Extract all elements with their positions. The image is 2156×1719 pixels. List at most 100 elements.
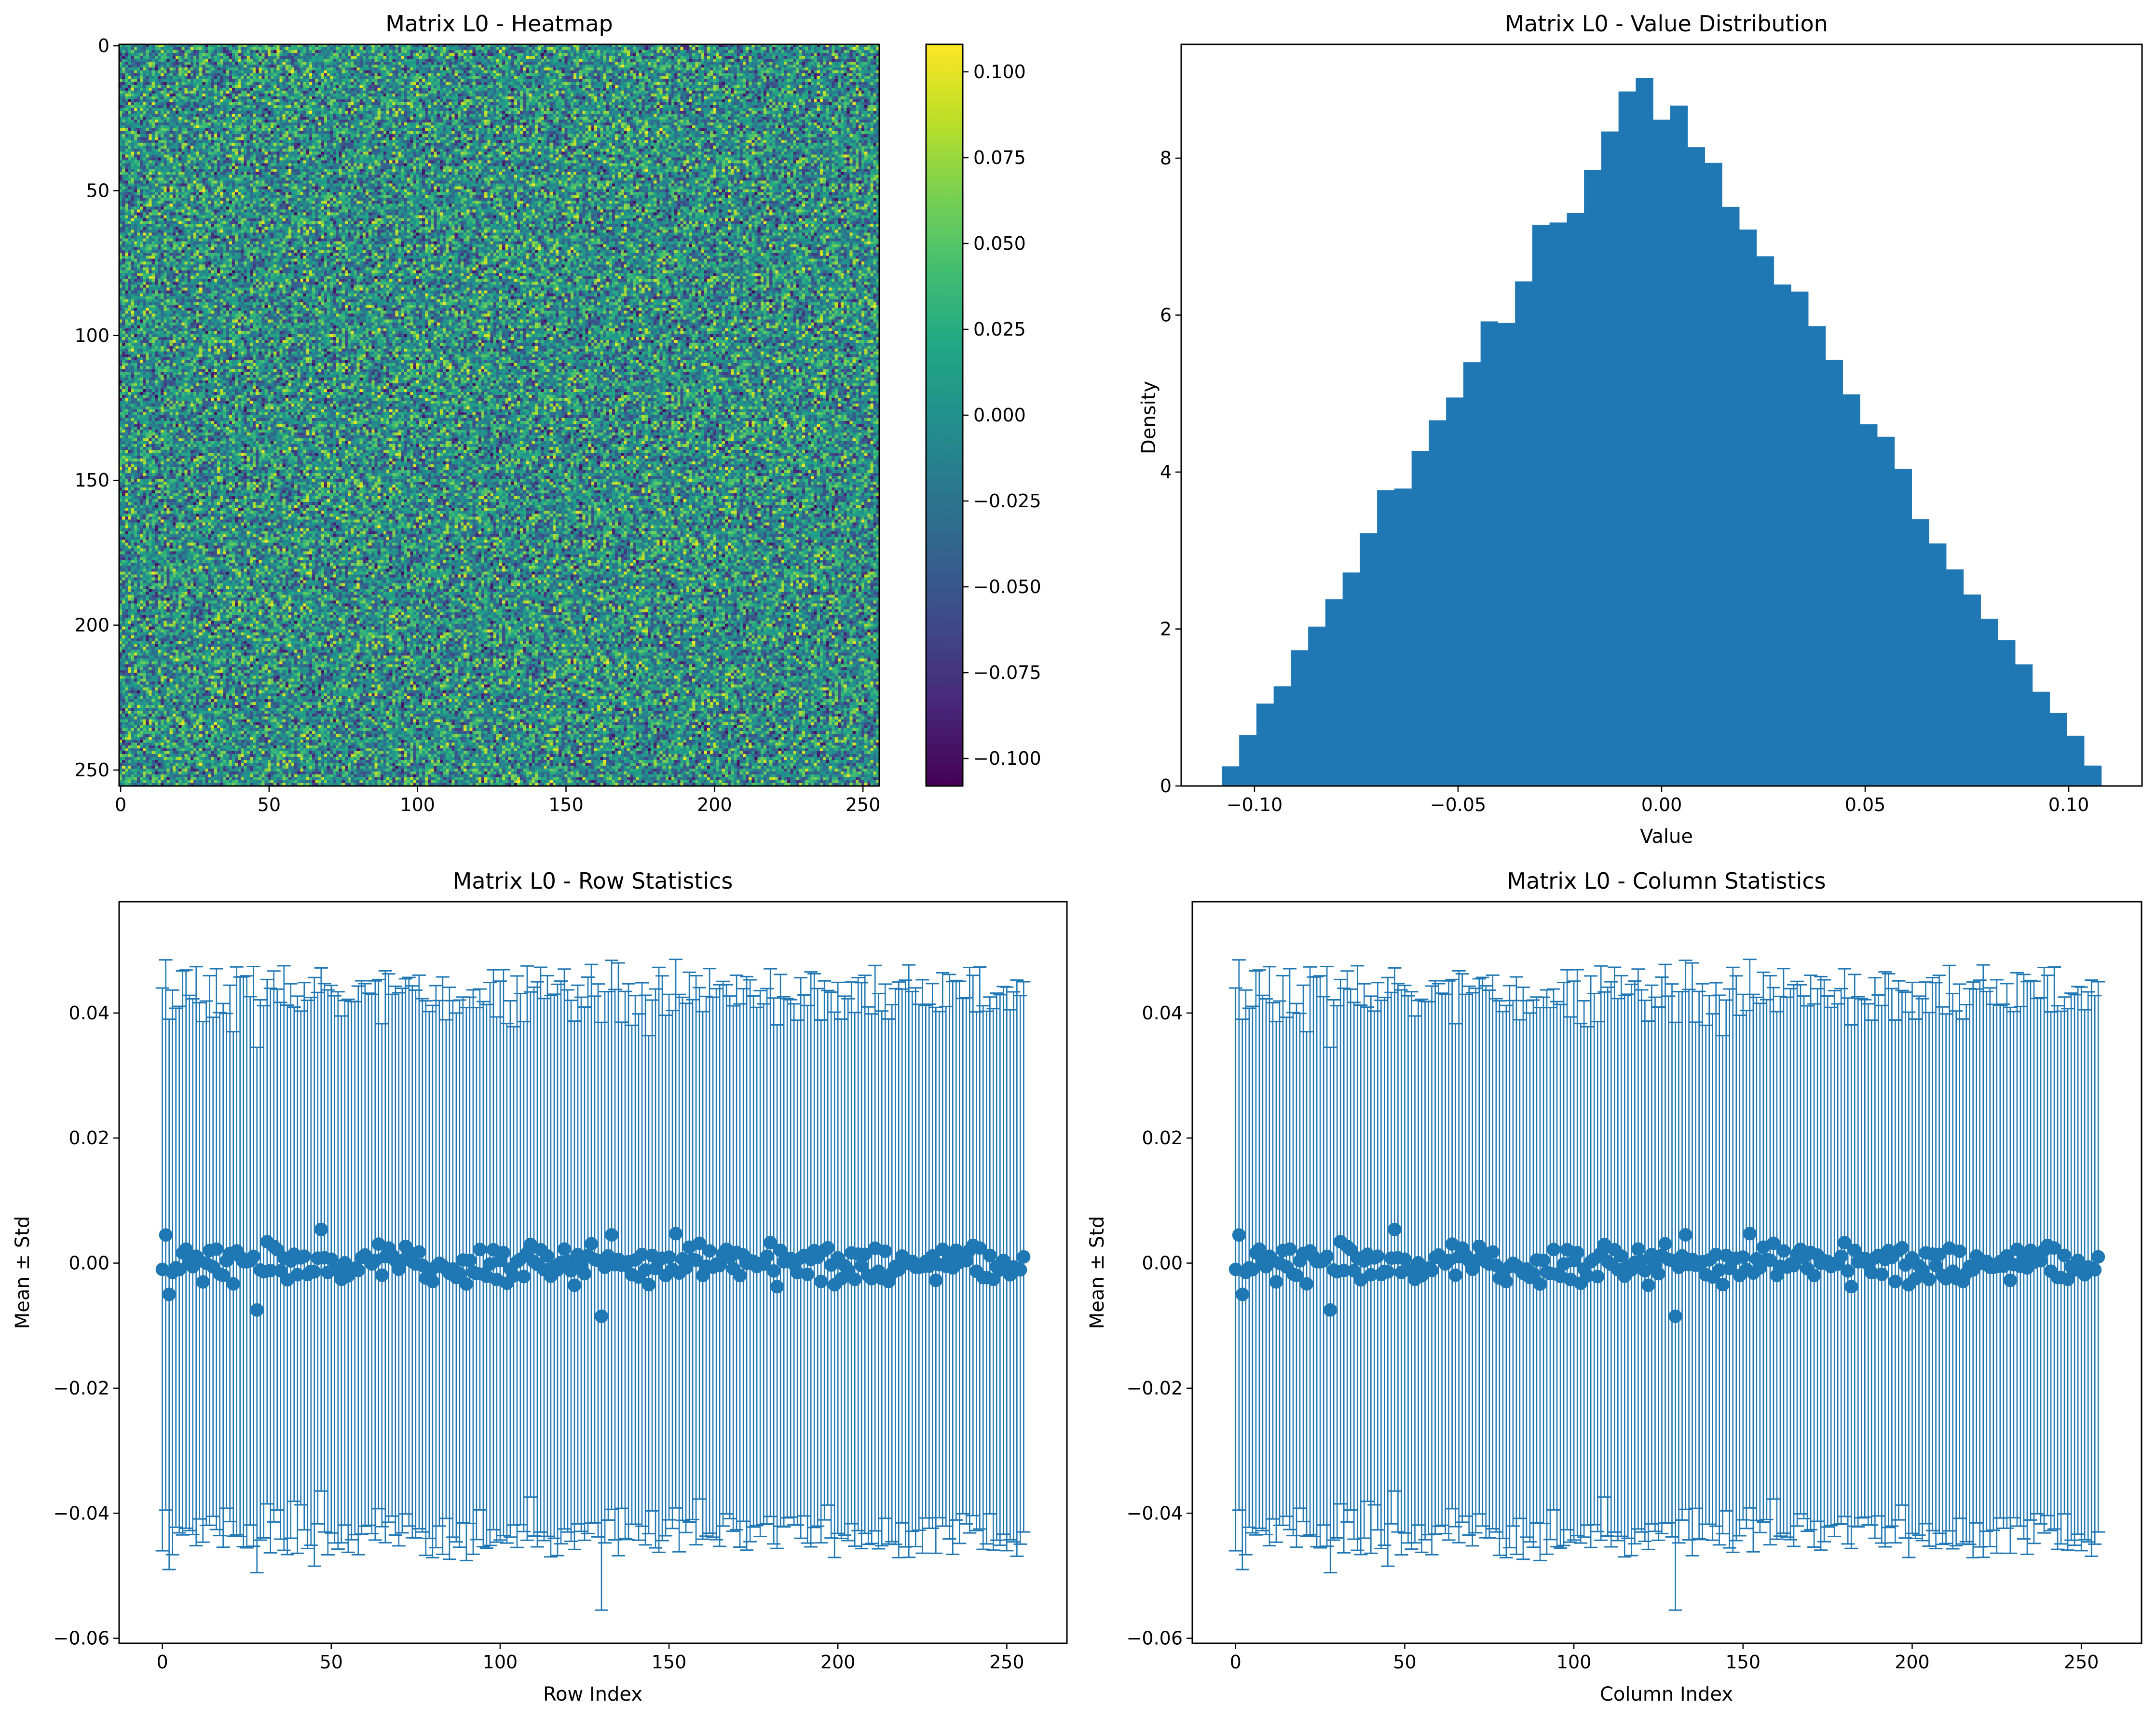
row-stats-mean-point <box>577 1267 591 1281</box>
row-stats-y-tick-label: −0.06 <box>54 1628 109 1649</box>
colorbar-tick-label: −0.050 <box>973 576 1041 597</box>
row-stats-mean-point <box>878 1244 892 1258</box>
col-stats-x-label: Column Index <box>1600 1683 1733 1705</box>
histogram-bar <box>1808 326 1826 786</box>
colorbar-tick-label: −0.075 <box>973 662 1041 683</box>
row-stats-mean-point <box>635 1247 649 1261</box>
col-stats-mean-point <box>1875 1267 1889 1281</box>
row-stats-title: Matrix L0 - Row Statistics <box>453 868 733 894</box>
colorbar-tick-label: −0.025 <box>973 490 1041 512</box>
col-stats-mean-point <box>1448 1268 1462 1282</box>
col-stats-mean-point <box>1245 1262 1259 1276</box>
row-stats-mean-point <box>564 1264 578 1278</box>
histogram-bar <box>1687 147 1705 786</box>
col-stats-mean-point <box>1929 1259 1943 1272</box>
row-stats-mean-point <box>669 1227 683 1241</box>
colorbar-ticks: −0.100 −0.075 −0.050 −0.025 0.000 0.025 0.050 0… <box>963 61 1041 769</box>
heatmap-x-tick-label: 50 <box>258 794 281 815</box>
row-stats-mean-point <box>459 1277 473 1291</box>
col-stats-y-tick-label: −0.04 <box>1127 1502 1183 1524</box>
col-stats-y-tick-label: −0.02 <box>1127 1378 1183 1399</box>
col-stats-mean-point <box>1766 1236 1780 1250</box>
row-stats-y-tick-label: −0.04 <box>54 1502 109 1524</box>
col-stats-mean-point <box>1922 1272 1936 1286</box>
row-stats-mean-point <box>770 1280 784 1294</box>
row-stats-y-tick-label: 0.02 <box>68 1127 109 1149</box>
row-stats-mean-point <box>1017 1250 1031 1264</box>
row-stats-mean-point <box>162 1287 176 1301</box>
col-stats-x-tick-label: 0 <box>1230 1651 1242 1673</box>
histogram-bar <box>1618 91 1636 786</box>
row-stats-mean-point <box>172 1262 186 1276</box>
row-stats-mean-point <box>973 1241 987 1255</box>
col-stats-y-tick-label: 0.02 <box>1142 1127 1183 1149</box>
row-stats-mean-point <box>868 1241 882 1255</box>
row-stats-mean-point <box>848 1272 862 1286</box>
row-stats-mean-point <box>605 1228 619 1242</box>
histogram-bar <box>1480 321 1498 786</box>
col-stats-mean-point <box>1354 1273 1368 1287</box>
row-stats-y-tick-label: 0.00 <box>68 1253 109 1274</box>
row-stats-mean-point <box>821 1241 835 1255</box>
row-stats-mean-point <box>598 1260 612 1274</box>
heatmap-y-tick-label: 250 <box>74 759 109 781</box>
row-stats-mean-point <box>855 1259 869 1272</box>
row-stats-mean-point <box>226 1277 240 1291</box>
row-stats-y-tick-label: −0.02 <box>54 1378 109 1399</box>
row-stats-mean-point <box>584 1237 598 1251</box>
row-stats-mean-point <box>760 1249 774 1263</box>
col-stats-mean-point <box>2003 1273 2017 1287</box>
histogram-bar <box>1774 284 1791 786</box>
row-stats-mean-point <box>693 1236 707 1250</box>
col-stats-mean-point <box>1658 1237 1672 1251</box>
col-stats-mean-point <box>1952 1244 1966 1258</box>
row-stats-mean-point <box>483 1257 497 1271</box>
colorbar-tick-label: 0.025 <box>973 319 1026 340</box>
histogram-bar <box>1446 397 1464 786</box>
row-stats-x-tick-label: 100 <box>483 1651 518 1673</box>
histogram-bar <box>1791 291 1809 786</box>
colorbar-tick-label: 0.050 <box>973 233 1026 254</box>
row-stats-mean-point <box>463 1253 477 1267</box>
row-stats-mean-point <box>642 1278 656 1292</box>
heatmap-title: Matrix L0 - Heatmap <box>385 11 613 37</box>
col-stats-mean-point <box>1570 1245 1584 1259</box>
col-stats-mean-point <box>1865 1266 1879 1280</box>
histogram-bar <box>1705 162 1722 786</box>
col-stats-mean-point <box>1560 1243 1574 1257</box>
histogram-bar <box>2084 765 2102 786</box>
histogram-x-tick-label: −0.10 <box>1227 794 1283 815</box>
colorbar-gradient <box>925 43 964 787</box>
row-stats-mean-point <box>713 1259 727 1272</box>
histogram-bar <box>1360 533 1378 786</box>
col-stats-mean-point <box>1776 1244 1790 1258</box>
col-stats-mean-point <box>1425 1263 1439 1277</box>
col-stats-mean-point <box>1631 1242 1645 1256</box>
histogram-x-tick-label: −0.05 <box>1430 794 1486 815</box>
col-stats-mean-point <box>1651 1267 1665 1281</box>
col-stats-mean-point <box>1807 1269 1821 1283</box>
row-stats-mean-point <box>523 1238 537 1252</box>
col-stats-mean-point <box>1300 1277 1314 1291</box>
row-stats-mean-point <box>959 1254 973 1268</box>
row-stats-mean-point <box>290 1268 304 1282</box>
histogram-bar <box>1946 569 1964 786</box>
col-stats-mean-point <box>1581 1269 1595 1283</box>
col-stats-mean-point <box>1232 1228 1246 1242</box>
row-stats-mean-point <box>922 1259 936 1273</box>
colorbar-tick-label: 0.100 <box>973 61 1026 82</box>
histogram-bar <box>1756 256 1774 786</box>
col-stats-mean-point <box>1557 1257 1571 1271</box>
row-stats-mean-point <box>307 1265 321 1279</box>
histogram-bar <box>1291 650 1309 786</box>
histogram-bar <box>1722 206 1740 786</box>
heatmap-x-tick-label: 200 <box>697 794 732 815</box>
col-stats-mean-point <box>1841 1264 1855 1278</box>
histogram-panel: Matrix L0 - Value Distribution −0.10 −0.0… <box>1138 11 2143 848</box>
histogram-bar <box>1601 131 1619 786</box>
histogram-bar <box>1394 488 1412 786</box>
heatmap-x-tick-label: 250 <box>846 794 881 815</box>
col-stats-mean-point <box>1763 1253 1777 1267</box>
col-stats-x-tick-label: 50 <box>1393 1651 1416 1673</box>
heatmap-y-tick-label: 0 <box>98 35 109 56</box>
